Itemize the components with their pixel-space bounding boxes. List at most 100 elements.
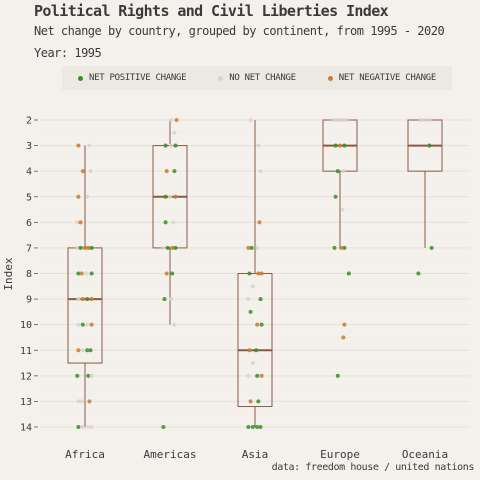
y-tick-label: 3 [26, 141, 32, 152]
point-none [168, 143, 174, 148]
point-positive [165, 245, 170, 251]
point-negative [80, 169, 85, 174]
point-positive [250, 424, 255, 430]
point-negative [247, 348, 252, 353]
point-negative [342, 322, 347, 327]
point-positive [89, 245, 94, 251]
point-positive [346, 271, 351, 276]
point-positive [255, 373, 260, 378]
point-positive [258, 296, 263, 302]
point-none [248, 117, 253, 123]
point-positive [76, 424, 81, 430]
box-iqr [237, 273, 273, 408]
point-none [171, 220, 176, 225]
x-axis: Africa Americas Asia Europe Oceania [65, 448, 448, 461]
legend-swatch-negative [327, 75, 333, 81]
point-none [80, 348, 85, 353]
point-positive [163, 143, 168, 148]
point-negative [255, 322, 260, 327]
point-positive [75, 373, 80, 378]
point-none [340, 207, 345, 212]
point-positive [333, 194, 338, 199]
point-positive [429, 245, 434, 251]
point-negative [248, 399, 253, 404]
point-negative [259, 373, 264, 378]
point-none [250, 284, 255, 289]
point-none [172, 322, 177, 327]
y-tick-label: 14 [20, 423, 32, 434]
legend-swatch-positive [77, 75, 83, 81]
point-positive [335, 169, 340, 174]
point-negative [87, 399, 92, 404]
y-axis-label: Index [2, 257, 15, 290]
point-positive [163, 194, 168, 199]
point-none [85, 194, 90, 199]
point-none [83, 271, 89, 276]
point-positive [173, 245, 178, 251]
point-positive [172, 169, 177, 174]
point-negative [89, 296, 94, 302]
point-none [87, 143, 92, 148]
y-tick-label: 10 [20, 320, 32, 331]
legend: NET POSITIVE CHANGE NO NET CHANGE NET NE… [62, 66, 452, 90]
point-none [168, 117, 174, 123]
box-iqr [67, 247, 103, 364]
legend-item-none: NO NET CHANGE [218, 73, 296, 83]
x-tick-label-europe: Europe [320, 448, 360, 461]
point-none [167, 194, 173, 199]
point-none [161, 245, 166, 251]
point-negative [76, 194, 81, 199]
point-negative [341, 335, 346, 340]
point-none [79, 399, 84, 404]
point-positive [88, 348, 93, 353]
point-negative [76, 348, 81, 353]
point-none [89, 373, 94, 378]
legend-label-positive: NET POSITIVE CHANGE [88, 73, 187, 83]
point-positive [259, 322, 264, 327]
point-positive [78, 245, 83, 251]
point-none [76, 296, 81, 302]
data-source-caption: data: freedom house / united nations [271, 462, 475, 473]
point-positive [163, 220, 168, 225]
point-negative [76, 143, 81, 148]
point-positive [256, 399, 261, 404]
point-positive [246, 424, 251, 430]
point-none [256, 143, 261, 148]
point-none [76, 322, 81, 327]
point-negative [78, 220, 83, 225]
point-positive [416, 271, 421, 276]
point-none [85, 322, 90, 327]
y-tick-label: 11 [20, 346, 32, 357]
point-positive [249, 245, 254, 251]
point-none [89, 424, 94, 430]
point-positive [332, 245, 337, 251]
point-none [418, 117, 423, 123]
point-positive [161, 424, 166, 430]
point-positive [170, 271, 175, 276]
y-tick-label: 5 [26, 192, 32, 203]
legend-label-none: NO NET CHANGE [229, 73, 296, 83]
point-positive [80, 322, 85, 327]
point-none [250, 360, 255, 366]
point-none [427, 117, 432, 123]
x-tick-label-americas: Americas [144, 448, 197, 461]
point-positive [258, 424, 263, 430]
y-tick-label: 13 [20, 397, 32, 408]
point-none [80, 424, 85, 430]
point-positive [173, 143, 178, 148]
y-tick-label: 9 [26, 295, 32, 306]
chart-title: Political Rights and Civil Liberties Ind… [34, 2, 389, 20]
legend-swatch-none [218, 75, 224, 81]
point-none [331, 117, 336, 123]
point-negative [164, 169, 169, 174]
point-none [335, 117, 340, 123]
point-none [246, 373, 251, 378]
point-positive [162, 296, 167, 302]
point-positive [89, 271, 94, 276]
x-tick-label-africa: Africa [65, 448, 105, 461]
y-tick-label: 12 [20, 371, 32, 382]
points [75, 117, 434, 430]
y-tick-label: 4 [26, 167, 32, 178]
point-none [255, 245, 260, 251]
